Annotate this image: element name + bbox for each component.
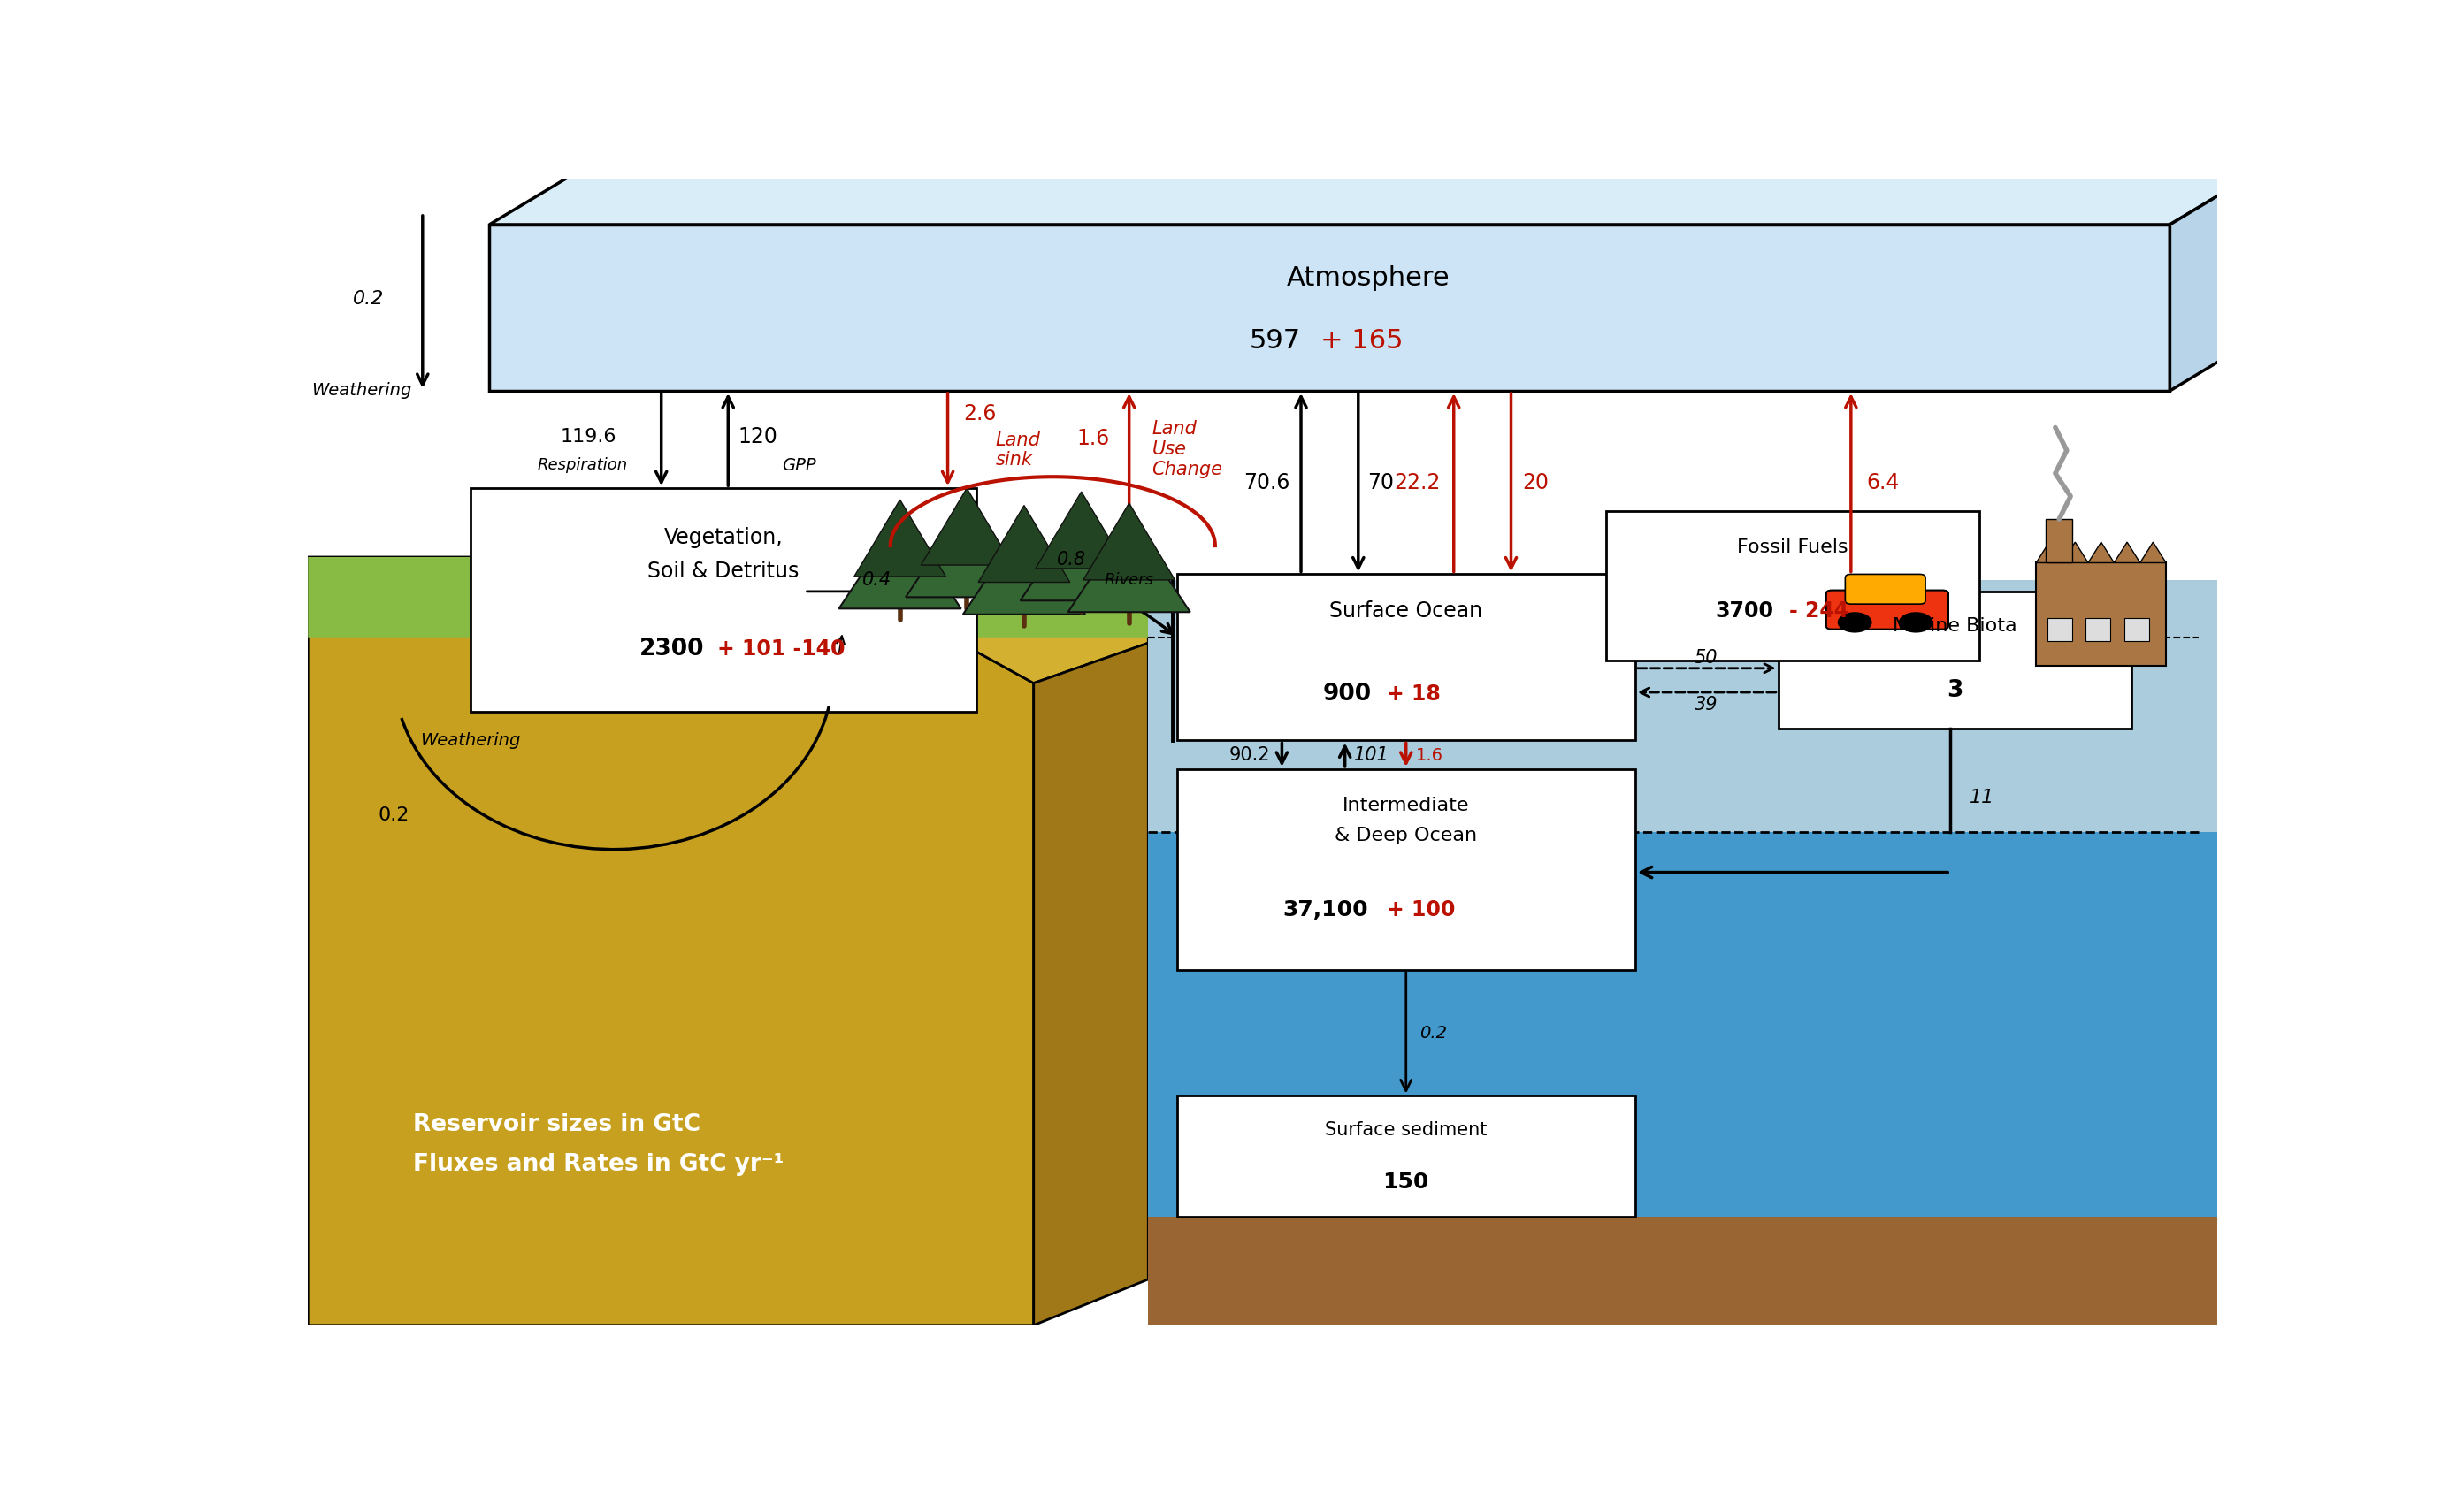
Text: 597: 597 bbox=[1249, 328, 1301, 354]
Polygon shape bbox=[978, 505, 1069, 582]
Text: 70: 70 bbox=[1368, 472, 1395, 493]
Polygon shape bbox=[308, 557, 1683, 637]
FancyBboxPatch shape bbox=[1607, 511, 1979, 660]
Polygon shape bbox=[1035, 491, 1126, 569]
Text: 0.2: 0.2 bbox=[352, 290, 384, 308]
Text: 3700: 3700 bbox=[1715, 600, 1774, 621]
FancyBboxPatch shape bbox=[1178, 770, 1636, 969]
Text: Soil & Detritus: Soil & Detritus bbox=[648, 560, 798, 582]
Text: 101: 101 bbox=[1355, 746, 1390, 764]
Text: 150: 150 bbox=[1382, 1172, 1429, 1193]
Text: 0.2: 0.2 bbox=[379, 806, 409, 823]
Polygon shape bbox=[2171, 161, 2274, 390]
FancyBboxPatch shape bbox=[1779, 591, 2131, 730]
Text: 37,100: 37,100 bbox=[1281, 899, 1368, 920]
Text: & Deep Ocean: & Deep Ocean bbox=[1335, 826, 1478, 844]
FancyBboxPatch shape bbox=[2124, 618, 2149, 640]
FancyBboxPatch shape bbox=[1178, 1096, 1636, 1217]
Polygon shape bbox=[1148, 579, 2218, 832]
Text: Atmosphere: Atmosphere bbox=[1286, 265, 1449, 290]
Text: Surface sediment: Surface sediment bbox=[1326, 1121, 1488, 1139]
Circle shape bbox=[1838, 612, 1873, 633]
Text: Weathering: Weathering bbox=[421, 733, 520, 749]
FancyBboxPatch shape bbox=[1178, 575, 1636, 740]
Polygon shape bbox=[490, 225, 2171, 390]
Text: 119.6: 119.6 bbox=[559, 427, 616, 445]
Text: sink: sink bbox=[995, 451, 1032, 469]
Text: 6.4: 6.4 bbox=[1865, 472, 1900, 493]
Text: 900: 900 bbox=[1323, 682, 1372, 706]
Text: 50: 50 bbox=[1695, 649, 1717, 667]
FancyBboxPatch shape bbox=[2087, 618, 2112, 640]
Text: 11: 11 bbox=[1969, 789, 1993, 807]
Text: Surface Ocean: Surface Ocean bbox=[1331, 600, 1483, 621]
Polygon shape bbox=[1067, 520, 1190, 612]
Polygon shape bbox=[922, 488, 1013, 564]
Polygon shape bbox=[907, 505, 1027, 597]
Text: + 100: + 100 bbox=[1387, 899, 1456, 920]
Text: 0.2: 0.2 bbox=[1419, 1024, 1446, 1041]
FancyBboxPatch shape bbox=[2035, 563, 2166, 666]
FancyBboxPatch shape bbox=[471, 488, 976, 712]
Text: 3: 3 bbox=[1947, 679, 1964, 701]
Polygon shape bbox=[1148, 1217, 2218, 1325]
Text: 90.2: 90.2 bbox=[1230, 746, 1271, 764]
Text: 0.8: 0.8 bbox=[1057, 551, 1087, 569]
Text: 0.4: 0.4 bbox=[862, 572, 892, 588]
Text: Land: Land bbox=[1153, 420, 1198, 438]
Text: + 18: + 18 bbox=[1387, 683, 1441, 704]
Polygon shape bbox=[490, 161, 2274, 225]
Text: Weathering: Weathering bbox=[313, 383, 411, 399]
Text: + 101 -140: + 101 -140 bbox=[717, 639, 845, 660]
Polygon shape bbox=[1148, 832, 2218, 1217]
FancyBboxPatch shape bbox=[1826, 590, 1949, 630]
Text: Intermediate: Intermediate bbox=[1343, 797, 1469, 814]
Text: 1.6: 1.6 bbox=[1077, 429, 1109, 450]
Polygon shape bbox=[1035, 643, 1148, 1325]
Text: 1.6: 1.6 bbox=[1414, 747, 1444, 764]
Text: Use: Use bbox=[1153, 441, 1188, 459]
Text: 2.6: 2.6 bbox=[963, 404, 995, 424]
Text: - 244: - 244 bbox=[1789, 600, 1848, 621]
Text: + 165: + 165 bbox=[1321, 328, 1402, 354]
Polygon shape bbox=[2062, 542, 2087, 563]
FancyBboxPatch shape bbox=[1846, 575, 1924, 605]
Text: 39: 39 bbox=[1695, 695, 1717, 713]
Text: Change: Change bbox=[1153, 462, 1222, 479]
Text: Vegetation,: Vegetation, bbox=[663, 527, 784, 548]
Text: Respiration: Respiration bbox=[537, 457, 628, 474]
Text: 70.6: 70.6 bbox=[1244, 472, 1289, 493]
Polygon shape bbox=[2035, 542, 2062, 563]
Polygon shape bbox=[2087, 542, 2114, 563]
Text: 120: 120 bbox=[737, 426, 776, 447]
Polygon shape bbox=[1084, 503, 1175, 579]
Polygon shape bbox=[1020, 509, 1143, 600]
Polygon shape bbox=[2114, 542, 2141, 563]
Text: Marine Biota: Marine Biota bbox=[1892, 616, 2018, 634]
Polygon shape bbox=[838, 517, 961, 609]
FancyBboxPatch shape bbox=[2045, 520, 2072, 563]
Text: GPP: GPP bbox=[781, 457, 816, 474]
Text: Fluxes and Rates in GtC yr⁻¹: Fluxes and Rates in GtC yr⁻¹ bbox=[414, 1152, 784, 1176]
Polygon shape bbox=[308, 619, 1035, 1325]
Text: Fossil Fuels: Fossil Fuels bbox=[1737, 538, 1848, 555]
Polygon shape bbox=[308, 557, 1148, 683]
Text: 2300: 2300 bbox=[638, 637, 705, 661]
Circle shape bbox=[1900, 612, 1934, 633]
Text: 22.2: 22.2 bbox=[1395, 472, 1441, 493]
FancyBboxPatch shape bbox=[2048, 618, 2072, 640]
Polygon shape bbox=[963, 523, 1084, 615]
Text: Reservoir sizes in GtC: Reservoir sizes in GtC bbox=[414, 1114, 700, 1136]
Polygon shape bbox=[855, 500, 946, 576]
Text: Rivers: Rivers bbox=[1104, 572, 1153, 588]
Polygon shape bbox=[2141, 542, 2166, 563]
Text: 20: 20 bbox=[1523, 472, 1550, 493]
Text: Land: Land bbox=[995, 432, 1040, 448]
